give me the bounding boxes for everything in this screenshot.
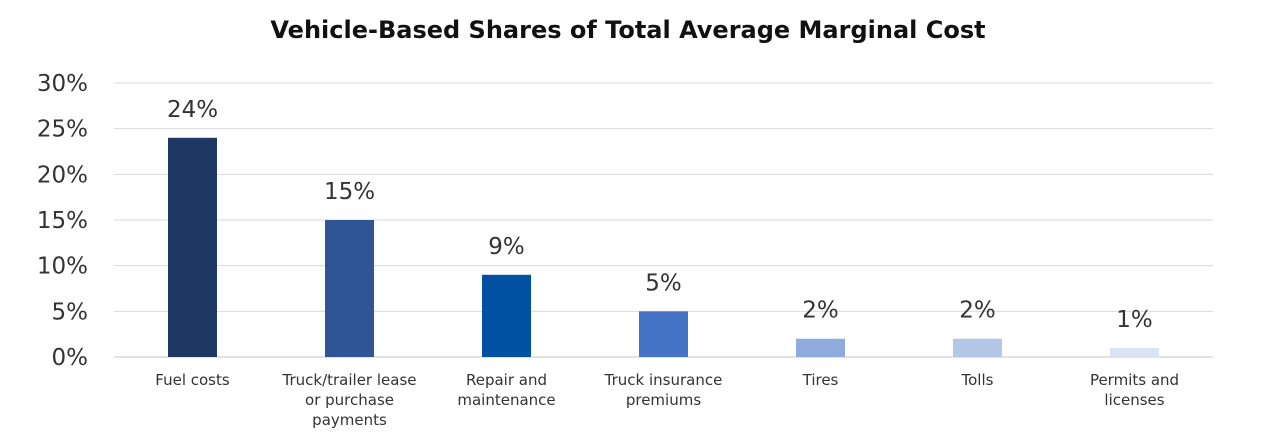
y-axis-ticks: 0% 5% 10% 15% 20% 25% 30%: [37, 71, 88, 371]
x-tick-line: Truck insurance: [604, 371, 723, 389]
x-tick-label: Repair and maintenance: [457, 371, 555, 409]
x-tick-line: licenses: [1104, 391, 1164, 409]
x-tick-line: Fuel costs: [155, 371, 230, 389]
x-tick-line: maintenance: [457, 391, 555, 409]
data-label: 1%: [1116, 307, 1153, 333]
y-tick-label: 10%: [37, 254, 88, 280]
y-tick-label: 20%: [37, 162, 88, 188]
data-label: 5%: [645, 270, 682, 296]
data-label: 15%: [324, 179, 375, 205]
x-tick-line: payments: [312, 411, 387, 429]
y-tick-label: 0%: [52, 345, 89, 371]
gridlines: [114, 82, 1213, 358]
data-labels: 24% 15% 9% 5% 2% 2% 1%: [167, 97, 1153, 333]
bar: [796, 338, 845, 357]
x-tick-line: Repair and: [466, 371, 547, 389]
y-tick-label: 30%: [37, 71, 88, 97]
bar: [325, 220, 374, 357]
x-tick-label: Truck/trailer lease or purchase payments: [282, 371, 417, 429]
x-tick-label: Fuel costs: [155, 371, 230, 389]
data-label: 24%: [167, 97, 218, 123]
x-tick-label: Tires: [802, 371, 839, 389]
bar: [639, 311, 688, 357]
data-label: 2%: [802, 298, 839, 324]
x-tick-line: or purchase: [305, 391, 394, 409]
data-label: 2%: [959, 298, 996, 324]
x-tick-label: Tolls: [961, 371, 994, 389]
chart-title: Vehicle-Based Shares of Total Average Ma…: [270, 16, 985, 44]
bar: [168, 137, 217, 357]
y-tick-label: 15%: [37, 208, 88, 234]
x-tick-line: Tolls: [961, 371, 994, 389]
y-tick-label: 25%: [37, 117, 88, 143]
x-tick-label: Permits and licenses: [1090, 371, 1179, 409]
x-tick-line: Permits and: [1090, 371, 1179, 389]
x-tick-line: Truck/trailer lease: [282, 371, 417, 389]
bar: [1110, 347, 1159, 357]
x-tick-line: Tires: [802, 371, 839, 389]
data-label: 9%: [488, 234, 525, 260]
x-axis-ticks: Fuel costs Truck/trailer lease or purchase…: [155, 371, 1179, 429]
y-tick-label: 5%: [52, 299, 89, 325]
bar: [953, 338, 1002, 357]
bar: [482, 274, 531, 357]
x-tick-label: Truck insurance premiums: [604, 371, 723, 409]
bars: [168, 137, 1159, 357]
x-tick-line: premiums: [626, 391, 701, 409]
